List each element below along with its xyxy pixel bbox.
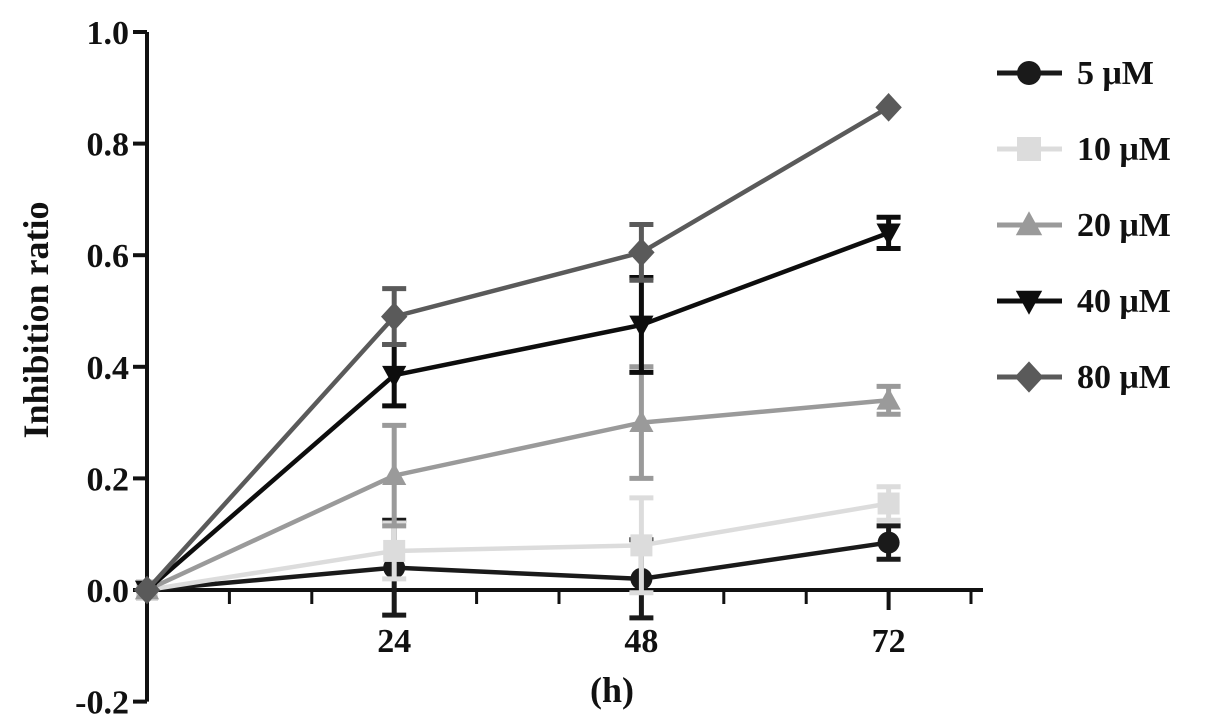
legend-label: 80 μM (1077, 359, 1171, 396)
legend-item: 5 μM (997, 55, 1154, 92)
series-line (146, 540, 889, 593)
data-point (629, 315, 654, 338)
series-triangle-up (134, 364, 901, 600)
legend-item: 80 μM (997, 359, 1171, 396)
series-line (146, 398, 889, 593)
legend-label: 5 μM (1077, 55, 1154, 92)
y-tick-label: 0.8 (87, 127, 130, 164)
legend-marker (1015, 211, 1043, 236)
legend-item: 10 μM (997, 131, 1171, 168)
data-point (876, 387, 901, 410)
y-tick-label: 1.0 (87, 15, 130, 52)
data-point (877, 492, 900, 515)
y-tick-label: 0.6 (87, 238, 130, 275)
x-tick-label: 24 (377, 623, 411, 660)
legend: 5 μM 10 μM 20 μM 40 μM 80 μM (997, 55, 1171, 396)
legend-item: 40 μM (997, 283, 1171, 320)
data-point (381, 302, 408, 331)
data-point (875, 93, 902, 122)
data-point (382, 462, 407, 485)
legend-item: 20 μM (997, 207, 1171, 244)
legend-marker (1015, 290, 1043, 315)
series-line (146, 501, 889, 593)
legend-marker (1014, 361, 1044, 393)
legend-label: 20 μM (1077, 207, 1171, 244)
data-point (133, 575, 161, 605)
data-point (628, 238, 655, 267)
x-tick-label: 72 (872, 623, 906, 660)
legend-label: 40 μM (1077, 283, 1171, 320)
y-tick-label: 0.0 (87, 573, 130, 610)
data-point (630, 534, 653, 557)
data-point (382, 365, 407, 388)
legend-marker (1017, 137, 1041, 161)
data-point (877, 531, 900, 554)
axes: -0.2 0.0 0.2 0.4 0.6 0.8 1.0 24 48 72 (75, 15, 983, 722)
y-tick-label: 0.2 (87, 461, 130, 498)
data-point (383, 539, 406, 562)
x-axis-title: (h) (590, 670, 634, 710)
data-point (876, 223, 901, 246)
series-line (145, 105, 890, 592)
data-point (629, 409, 654, 432)
legend-label: 10 μM (1077, 131, 1171, 168)
y-tick-label: 0.4 (87, 350, 130, 387)
series-circle (136, 517, 901, 621)
x-tick-label: 48 (624, 623, 658, 660)
series-diamond (133, 93, 902, 605)
series-square (136, 484, 901, 601)
y-axis-title: Inhibition ratio (16, 201, 56, 438)
series-layer (133, 93, 902, 621)
y-tick-label: -0.2 (75, 685, 129, 722)
series-line (145, 230, 890, 592)
legend-marker (1017, 61, 1041, 85)
